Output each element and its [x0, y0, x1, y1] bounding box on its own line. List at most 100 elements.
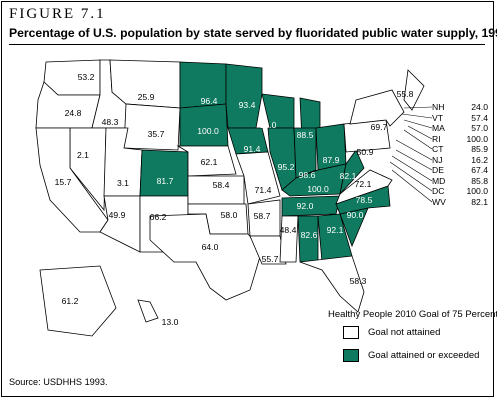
state-in-shape	[293, 127, 317, 179]
state-wi-value: 93.0	[260, 120, 277, 130]
northeast-leader-line	[403, 106, 433, 109]
northeast-leader-line	[391, 155, 433, 182]
northeast-row: NH 24.0	[432, 102, 488, 113]
state-mo-shape	[235, 151, 281, 205]
state-wv-shape	[339, 149, 365, 196]
northeast-row: DE 67.4	[432, 165, 488, 176]
state-wv-value: 82.1	[340, 171, 357, 181]
state-ak-shape	[39, 265, 117, 337]
northeast-state-value: 57.0	[471, 123, 488, 133]
state-az-shape	[99, 195, 141, 253]
title-rule	[9, 44, 485, 45]
legend-heading: Healthy People 2010 Goal of 75 Percent	[328, 309, 497, 320]
state-fl-shape	[299, 255, 365, 313]
state-mn-value: 93.4	[239, 100, 256, 110]
legend-swatch-not-attained	[343, 326, 359, 339]
figure-label: FIGURE 7.1	[9, 6, 106, 22]
state-ks-value: 58.4	[213, 180, 230, 190]
state-ca-value: 15.7	[55, 177, 72, 187]
legend-swatch-attained	[343, 349, 359, 362]
state-nc-value: 78.5	[356, 195, 373, 205]
state-va-shape	[335, 169, 393, 205]
state-il-value: 95.2	[278, 162, 295, 172]
state-sd-shape	[179, 103, 229, 147]
northeast-state-value: 67.4	[471, 165, 488, 175]
northeast-state-value: 16.2	[471, 154, 488, 165]
state-ok-value: 58.0	[221, 210, 238, 220]
state-la-value: 55.7	[262, 254, 279, 264]
northeast-row: WV 82.1	[432, 197, 488, 208]
northeast-leader-line	[403, 119, 433, 129]
northeast-state-value: 100.0	[466, 133, 488, 144]
state-tx-value: 64.0	[202, 242, 219, 252]
state-la-shape	[249, 235, 287, 265]
state-al-value: 82.6	[301, 230, 318, 240]
northeast-state-value: 57.4	[471, 112, 488, 123]
northeast-state-abbr: RI	[432, 133, 441, 144]
northeast-leader-line	[395, 149, 433, 171]
state-id-value: 48.3	[102, 117, 119, 127]
state-ar-value: 58.7	[254, 211, 271, 221]
northeast-state-value: 100.0	[466, 186, 488, 196]
state-mn-shape	[225, 63, 263, 129]
state-sc-value: 90.0	[347, 210, 364, 220]
state-me-value: 55.8	[397, 89, 414, 99]
state-co-value: 81.7	[157, 176, 174, 186]
state-mt-value: 25.9	[138, 92, 155, 102]
northeast-leader-line	[389, 161, 433, 192]
northeast-state-abbr: CT	[432, 144, 444, 154]
state-ne-value: 62.1	[201, 157, 218, 167]
northeast-state-abbr: MD	[432, 175, 446, 186]
northeast-leader-line	[407, 125, 433, 140]
state-ga-value: 92.1	[327, 225, 344, 235]
state-nv-value: 2.1	[77, 150, 89, 160]
state-mi-value: 88.5	[297, 130, 314, 140]
state-az-value: 49.9	[109, 210, 126, 220]
state-hi-value: 13.0	[162, 317, 179, 327]
northeast-state-value: 85.9	[471, 144, 488, 154]
state-fl-value: 58.3	[350, 276, 367, 286]
state-ny-value: 69.7	[371, 122, 388, 132]
state-mo-value: 71.4	[255, 185, 272, 195]
northeast-state-abbr: VT	[432, 112, 443, 123]
state-wy-shape	[123, 103, 181, 151]
state-ak-value: 61.2	[62, 296, 79, 306]
state-co-shape	[139, 149, 189, 197]
legend-label-not-attained: Goal not attained	[368, 327, 441, 338]
northeast-leader-line	[395, 139, 433, 161]
state-ia-value: 91.4	[244, 144, 261, 154]
northeast-state-value: 85.8	[471, 175, 488, 186]
state-nm-value: 66.2	[150, 212, 167, 222]
northeast-row: RI 100.0	[432, 134, 488, 145]
state-sd-value: 100.0	[197, 126, 219, 136]
northeast-leader-line	[403, 129, 433, 150]
state-wy-value: 35.7	[148, 129, 165, 139]
northeast-state-abbr: NJ	[432, 154, 443, 165]
northeast-state-list: NH 24.0 VT 57.4 MA 57.0 RI 100.0 CT 85.9 NJ 16.2 DE 6…	[432, 102, 488, 207]
northeast-leader-line	[401, 113, 433, 119]
state-tx-shape	[149, 213, 263, 301]
northeast-state-value: 24.0	[471, 102, 488, 112]
northeast-state-value: 82.1	[471, 196, 488, 207]
legend-label-attained: Goal attained or exceeded	[368, 350, 480, 361]
state-ky-value: 100.0	[307, 184, 329, 194]
state-tn-value: 92.0	[297, 201, 314, 211]
state-ut-value: 3.1	[117, 178, 129, 188]
northeast-state-abbr: NH	[432, 102, 445, 112]
northeast-row: NJ 16.2	[432, 155, 488, 166]
figure-title: Percentage of U.S. population by state s…	[9, 26, 497, 40]
state-in-value: 98.6	[299, 170, 316, 180]
northeast-row: MD 85.8	[432, 176, 488, 187]
northeast-state-abbr: DC	[432, 186, 445, 196]
northeast-state-abbr: MA	[432, 123, 445, 133]
state-ny-shape	[349, 89, 405, 127]
state-me-shape	[403, 69, 425, 111]
northeast-row: DC 100.0	[432, 186, 488, 197]
northeast-row: MA 57.0	[432, 123, 488, 134]
state-ms-value: 48.4	[280, 225, 297, 235]
state-pa-value: 50.9	[357, 147, 374, 157]
state-or-value: 24.8	[65, 108, 82, 118]
state-ms-shape	[279, 215, 299, 263]
state-wa-value: 53.2	[78, 72, 95, 82]
source-note: Source: USDHHS 1993.	[9, 377, 108, 387]
